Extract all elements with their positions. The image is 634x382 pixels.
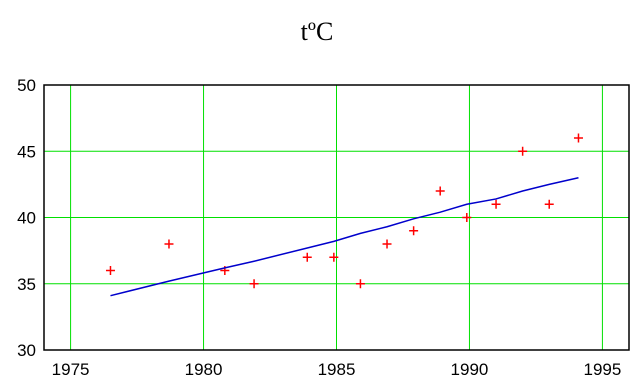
scatter-point — [409, 226, 419, 236]
scatter-point — [249, 279, 259, 289]
y-tick-label: 50 — [17, 76, 36, 95]
scatter-point — [573, 133, 583, 143]
y-tick-label: 40 — [17, 209, 36, 228]
scatter-point — [302, 252, 312, 262]
x-tick-label: 1990 — [451, 360, 489, 379]
scatter-point — [164, 239, 174, 249]
scatter-point — [491, 199, 501, 209]
scatter-point — [544, 199, 554, 209]
scatter-point — [105, 266, 115, 275]
y-tick-label: 45 — [17, 142, 36, 161]
grid-layer — [44, 85, 629, 350]
y-tick-label: 35 — [17, 275, 36, 294]
trend-line — [110, 177, 579, 297]
x-tick-label: 1975 — [52, 360, 90, 379]
plot-area-border — [43, 84, 630, 351]
x-tick-label: 1995 — [583, 360, 621, 379]
scatter-point — [329, 252, 339, 262]
y-tick-label: 30 — [17, 341, 36, 360]
x-tick-label: 1985 — [318, 360, 356, 379]
scatter-point — [518, 146, 528, 156]
series-layer — [105, 133, 583, 297]
axis-layer: 1975 1980 1985 1990 1995 30 35 40 45 50 — [17, 76, 621, 379]
chart-title: tºC — [301, 17, 334, 46]
scatter-point — [435, 186, 445, 196]
scatter-point — [462, 213, 472, 222]
scatter-point — [355, 279, 365, 289]
x-tick-label: 1980 — [185, 360, 223, 379]
scatter-point — [382, 239, 392, 249]
